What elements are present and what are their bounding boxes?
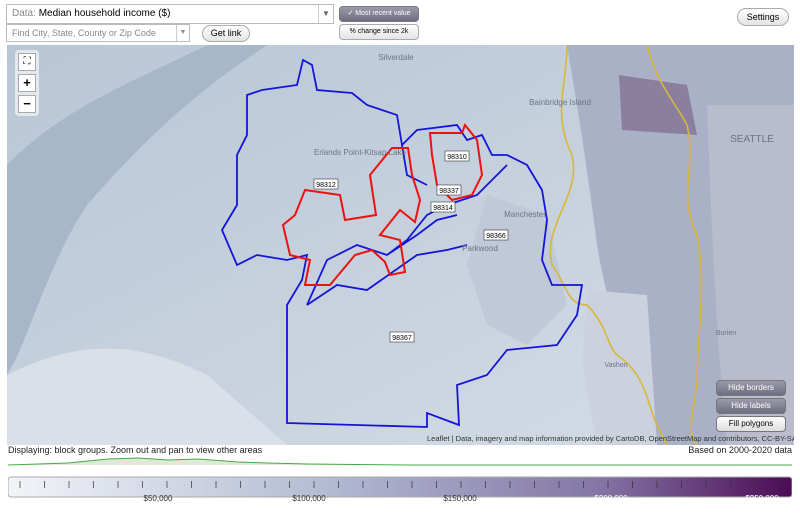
- county-border: [646, 45, 703, 445]
- zip-label: 98366: [486, 233, 506, 240]
- zip-label-box: [444, 150, 470, 162]
- region: [619, 75, 697, 135]
- zip-label: 98314: [433, 205, 453, 212]
- legend-label: $200,000: [594, 494, 628, 503]
- zip-label-box: [389, 331, 415, 343]
- zip-label: 98337: [439, 188, 459, 195]
- attribution: Leaflet | Data, imagery and map informat…: [427, 434, 794, 443]
- most-recent-label: Most recent value: [355, 10, 411, 17]
- place-label: Burien: [716, 330, 736, 337]
- place-label: Silverdale: [378, 53, 414, 62]
- legend-label: $100,000: [292, 494, 326, 503]
- settings-button[interactable]: Settings: [737, 8, 789, 26]
- zip-label: 98367: [392, 335, 412, 342]
- legend-label: $50,000: [144, 494, 173, 503]
- zoom-controls: ⛶ + −: [15, 50, 39, 116]
- search-placeholder: Find City, State, County or Zip Code: [12, 28, 156, 38]
- status-right: Based on 2000-2020 data: [688, 445, 792, 455]
- zip-label: 98310: [447, 154, 467, 161]
- zoom-in[interactable]: +: [18, 74, 36, 92]
- region: [7, 45, 267, 375]
- zip-label-box: [430, 201, 456, 213]
- data-label: Data:: [12, 8, 36, 19]
- map-button[interactable]: Hide labels: [716, 398, 786, 414]
- zip-border: [306, 144, 508, 306]
- map-button[interactable]: Hide borders: [716, 380, 786, 396]
- legend: $50,000 $100,000 $150,000 $200,000 $250,000: [8, 457, 792, 503]
- color-scale: [8, 476, 792, 498]
- zip-label-box: [483, 229, 509, 241]
- data-value: Median household income ($): [38, 8, 171, 19]
- selected-zip-border: [281, 123, 484, 286]
- get-link-button[interactable]: Get link: [202, 25, 250, 42]
- zip-border: [220, 58, 584, 428]
- histogram: [8, 457, 792, 466]
- zip-label-box: [313, 178, 339, 190]
- legend-label: $250,000: [745, 494, 779, 503]
- place-label: Erlands Point-Kitsap Lake: [314, 148, 407, 157]
- place-label: Parkwood: [462, 244, 498, 253]
- legend-ticks: $50,000 $100,000 $150,000 $200,000 $250,000: [19, 481, 780, 503]
- extent-button[interactable]: ⛶: [18, 53, 36, 71]
- region: [582, 290, 657, 445]
- place-label: Vashon: [604, 362, 627, 369]
- legend-label: $150,000: [443, 494, 477, 503]
- status-left: Displaying: block groups. Zoom out and p…: [8, 445, 263, 455]
- zoom-out[interactable]: −: [18, 95, 36, 113]
- place-labels: Silverdale Bainbridge Island SEATTLE Erland…: [314, 53, 774, 369]
- map-button[interactable]: Fill polygons: [716, 416, 786, 432]
- place-label: Bainbridge Island: [529, 98, 591, 107]
- zip-label-box: [436, 184, 462, 196]
- map[interactable]: 98312 98310 98337 98314 98366 98367 Silverdal…: [7, 45, 794, 445]
- county-border: [549, 45, 668, 445]
- region: [7, 348, 287, 445]
- search-input[interactable]: Find City, State, County or Zip Code ▼: [6, 24, 190, 42]
- change-button[interactable]: % change since 2k: [339, 24, 419, 40]
- place-label: Manchester: [504, 210, 546, 219]
- region: [707, 105, 794, 445]
- dropdown-arrow: ▼: [318, 5, 333, 23]
- most-recent-button[interactable]: ✓ Most recent value: [339, 6, 419, 22]
- zip-label: 98312: [316, 182, 336, 189]
- search-arrow: ▼: [176, 25, 189, 41]
- place-label: SEATTLE: [730, 134, 774, 145]
- zip-labels: 98312 98310 98337 98314 98366 98367: [313, 150, 509, 343]
- data-select[interactable]: Data: Median household income ($) ▼: [6, 4, 334, 24]
